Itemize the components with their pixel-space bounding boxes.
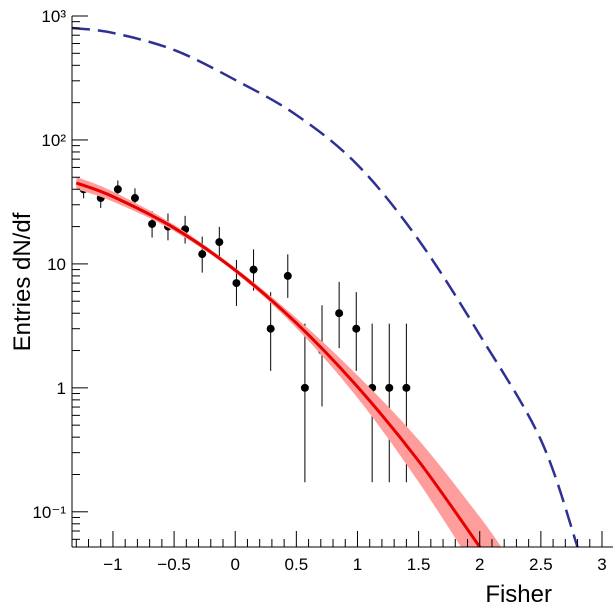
x-tick-label: 1 (353, 555, 362, 574)
x-tick-label: 2.5 (529, 555, 553, 574)
y-tick-label: 10 (47, 255, 66, 274)
x-tick-label: 2 (475, 555, 484, 574)
data-point (385, 383, 394, 392)
y-tick-label: 10² (41, 131, 66, 150)
y-tick-label: 10⁻¹ (32, 503, 66, 522)
data-point (249, 265, 258, 274)
x-axis-title: Fisher (485, 581, 552, 608)
data-point (130, 194, 139, 203)
x-tick-label: 0 (230, 555, 239, 574)
y-tick-label: 10³ (41, 7, 66, 26)
x-tick-label: 3 (597, 555, 606, 574)
x-tick-label: −1 (103, 555, 122, 574)
x-tick-label: 1.5 (407, 555, 431, 574)
x-tick-label: 0.5 (285, 555, 309, 574)
data-point (300, 383, 309, 392)
data-point (198, 250, 207, 259)
error-band (76, 176, 502, 547)
plot-area (72, 26, 579, 547)
data-point (232, 279, 241, 288)
data-point (283, 271, 292, 280)
data-point (266, 324, 275, 333)
x-tick-label: −0.5 (157, 555, 191, 574)
y-axis-title: Entries dN/df (9, 212, 36, 351)
data-point (215, 238, 224, 247)
data-point (148, 219, 157, 228)
data-point (402, 383, 411, 392)
fit-line (75, 181, 482, 547)
data-point (113, 185, 122, 194)
y-tick-label: 1 (57, 379, 66, 398)
data-point (335, 309, 344, 318)
data-point (352, 324, 361, 333)
dashed-curve (72, 26, 579, 547)
